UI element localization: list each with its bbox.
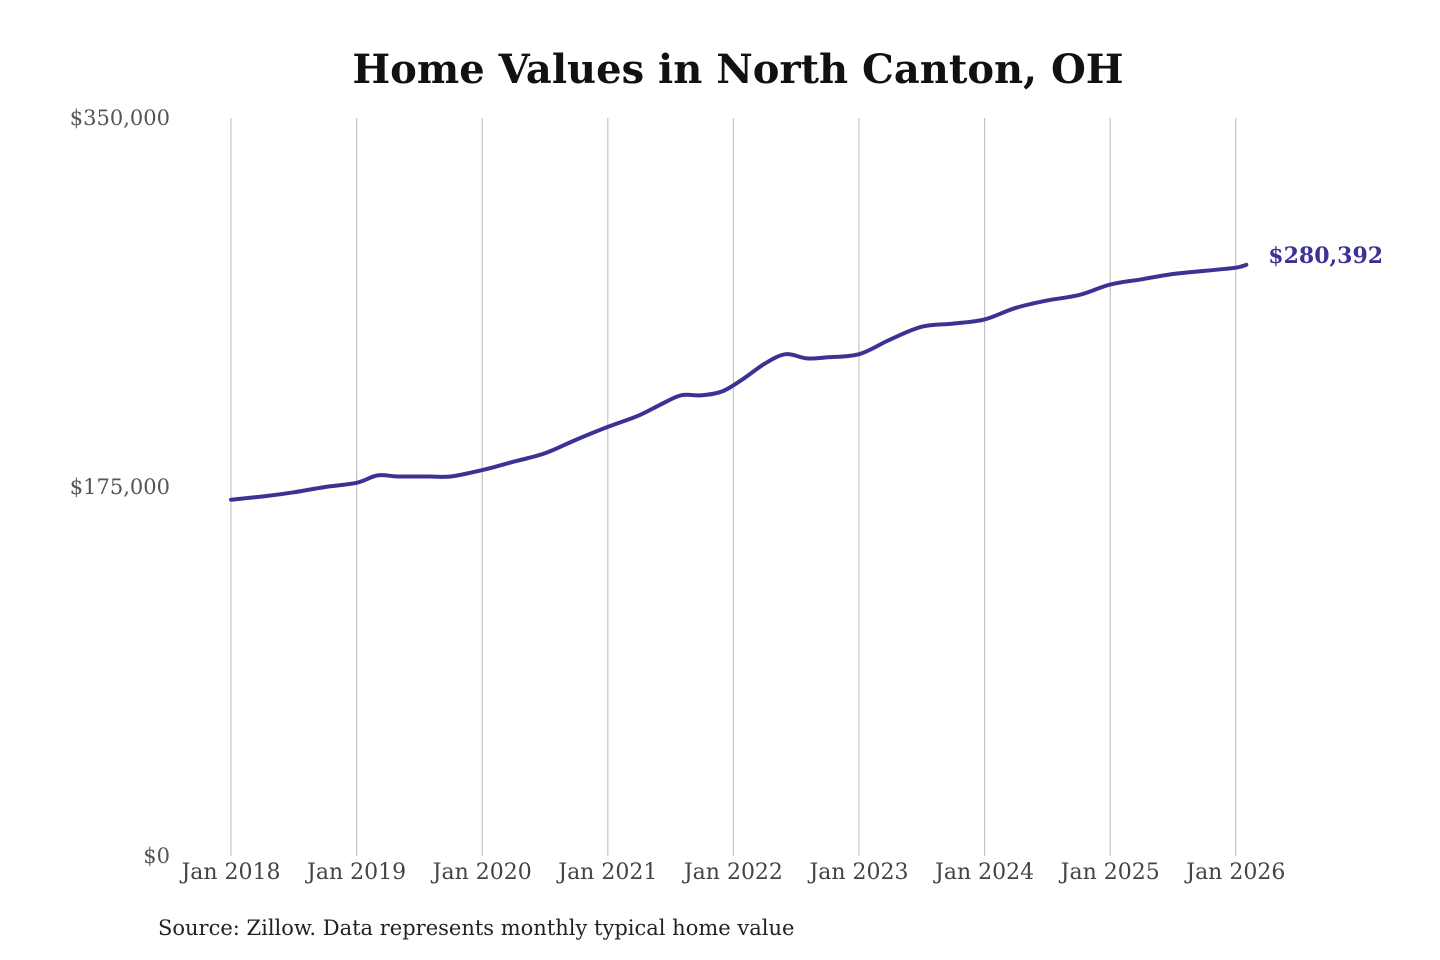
x-tick-label: Jan 2020	[431, 860, 532, 885]
y-tick-label: $175,000	[70, 475, 170, 499]
chart-title: Home Values in North Canton, OH	[352, 46, 1123, 93]
series-line	[229, 262, 1249, 502]
x-tick-label: Jan 2021	[556, 860, 657, 885]
x-axis-ticks: Jan 2018 Jan 2019 Jan 2020 Jan 2021 Jan 2022…	[179, 860, 1285, 885]
y-tick-label: $350,000	[70, 106, 170, 130]
vertical-gridlines	[230, 118, 1237, 856]
x-tick-label: Jan 2023	[807, 860, 908, 885]
x-tick-label: Jan 2026	[1184, 860, 1285, 885]
x-tick-label: Jan 2022	[682, 860, 783, 885]
x-tick-label: Jan 2019	[305, 860, 406, 885]
source-note: Source: Zillow. Data represents monthly …	[158, 916, 795, 940]
x-tick-label: Jan 2025	[1059, 860, 1160, 885]
end-value-label: $280,392	[1268, 243, 1383, 269]
x-tick-label: Jan 2024	[933, 860, 1034, 885]
y-axis-ticks: $0 $175,000 $350,000	[70, 106, 170, 868]
x-tick-label: Jan 2018	[179, 860, 280, 885]
y-tick-label: $0	[143, 844, 170, 868]
